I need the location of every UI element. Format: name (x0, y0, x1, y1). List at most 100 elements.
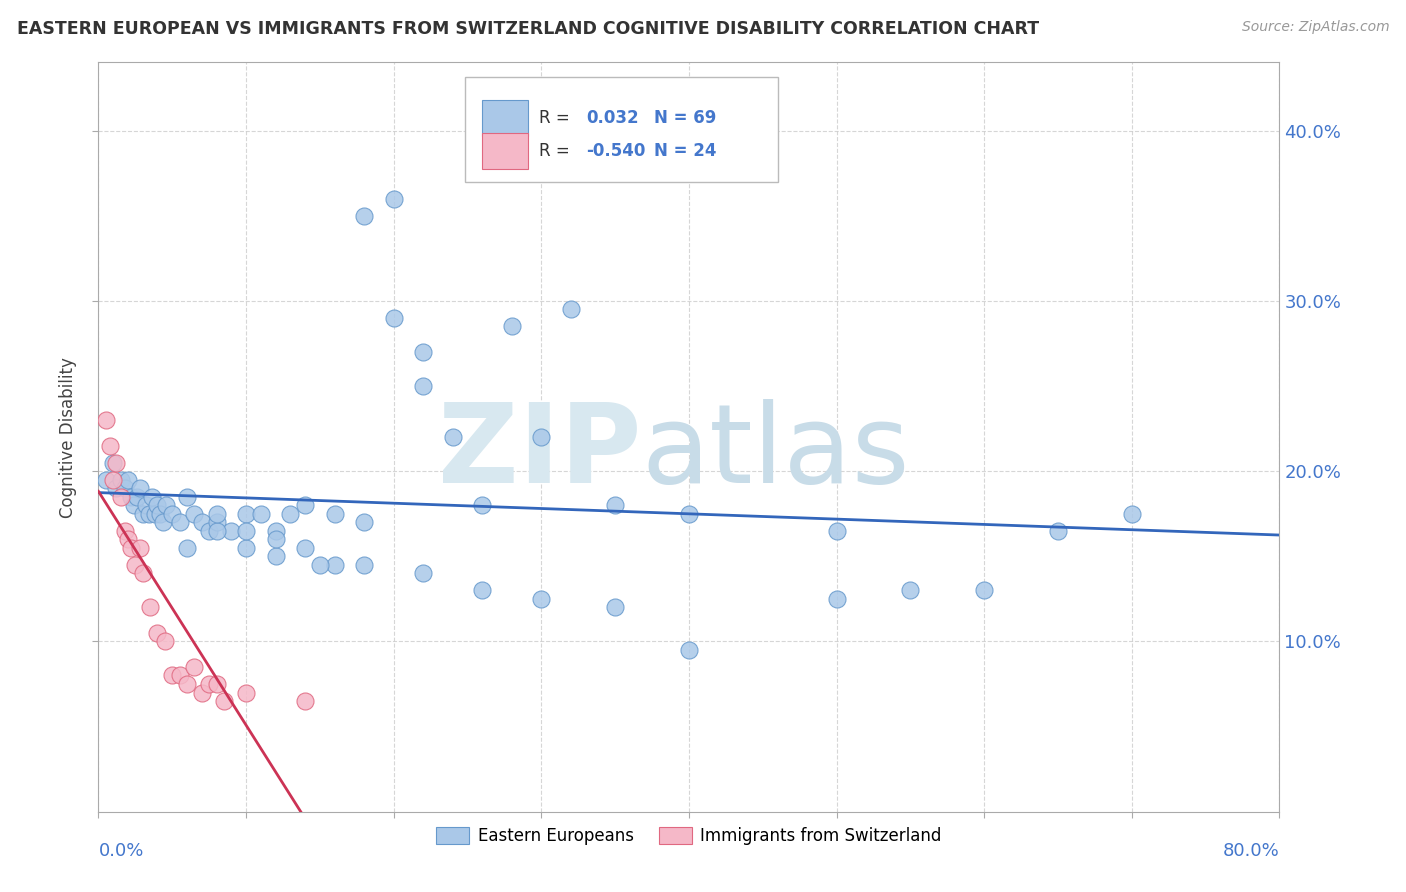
Point (125, 490, 148, 504)
Point (152, 515, 174, 529)
Point (678, 643, 700, 657)
Point (825, 591, 848, 606)
Point (1046, 524, 1070, 538)
Point (280, 507, 302, 521)
Point (198, 677, 221, 691)
Point (501, 319, 523, 334)
Text: ZIP: ZIP (439, 399, 641, 506)
Point (212, 694, 235, 708)
Point (110, 490, 132, 504)
Point (122, 498, 145, 512)
Text: N = 24: N = 24 (654, 143, 716, 161)
Point (155, 498, 177, 512)
Point (382, 192, 405, 206)
Point (176, 541, 198, 555)
Point (1121, 507, 1143, 521)
Point (146, 498, 169, 512)
Point (825, 524, 848, 538)
Point (103, 456, 125, 470)
Point (264, 549, 287, 564)
Point (323, 507, 346, 521)
Point (183, 660, 205, 674)
Point (191, 515, 214, 529)
Point (441, 430, 464, 444)
Point (353, 209, 375, 223)
Point (105, 481, 128, 495)
Point (530, 591, 553, 606)
Point (471, 498, 494, 512)
Point (221, 524, 243, 538)
Point (103, 473, 125, 487)
Point (412, 566, 434, 581)
Point (176, 490, 198, 504)
Point (153, 634, 176, 648)
Point (412, 379, 434, 393)
Point (114, 524, 136, 538)
Point (264, 524, 287, 538)
Point (250, 507, 273, 521)
Point (128, 481, 150, 495)
Point (471, 583, 494, 598)
Point (143, 507, 166, 521)
Point (198, 524, 221, 538)
Point (162, 507, 183, 521)
Point (191, 685, 214, 699)
Text: EASTERN EUROPEAN VS IMMIGRANTS FROM SWITZERLAND COGNITIVE DISABILITY CORRELATION: EASTERN EUROPEAN VS IMMIGRANTS FROM SWIT… (17, 20, 1039, 37)
Point (205, 515, 228, 529)
Point (105, 456, 128, 470)
Point (120, 541, 142, 555)
FancyBboxPatch shape (482, 100, 529, 136)
Point (128, 541, 150, 555)
Point (98, 439, 121, 453)
Point (117, 533, 139, 547)
Point (169, 515, 191, 529)
Point (114, 481, 136, 495)
Point (678, 507, 700, 521)
Point (973, 583, 995, 598)
Text: 0.032: 0.032 (586, 109, 638, 128)
FancyBboxPatch shape (464, 78, 778, 182)
Point (264, 533, 287, 547)
Legend: Eastern Europeans, Immigrants from Switzerland: Eastern Europeans, Immigrants from Switz… (429, 821, 949, 852)
Point (560, 302, 582, 317)
Point (235, 507, 257, 521)
Point (139, 600, 162, 615)
Point (323, 558, 346, 572)
Point (412, 345, 434, 359)
Text: atlas: atlas (641, 399, 910, 506)
Point (605, 498, 627, 512)
Point (530, 430, 553, 444)
Point (605, 600, 627, 615)
Point (235, 541, 257, 555)
Point (294, 498, 316, 512)
Point (138, 507, 160, 521)
Point (141, 490, 163, 504)
Point (309, 558, 332, 572)
Point (353, 558, 375, 572)
Text: R =: R = (538, 143, 575, 161)
Point (294, 694, 316, 708)
Text: 80.0%: 80.0% (1223, 842, 1279, 860)
Point (235, 524, 257, 538)
Point (235, 685, 257, 699)
FancyBboxPatch shape (482, 133, 529, 169)
Point (146, 626, 169, 640)
Point (132, 507, 155, 521)
Point (169, 668, 191, 682)
Point (132, 566, 155, 581)
Point (120, 490, 142, 504)
Point (183, 507, 205, 521)
Text: N = 69: N = 69 (654, 109, 716, 128)
Point (205, 677, 228, 691)
Point (135, 498, 157, 512)
Point (205, 524, 228, 538)
Point (294, 541, 316, 555)
Text: 0.0%: 0.0% (98, 842, 143, 860)
Text: -0.540: -0.540 (586, 143, 645, 161)
Point (94, 413, 117, 427)
Point (205, 507, 228, 521)
Point (382, 310, 405, 325)
Point (149, 507, 172, 521)
Text: Source: ZipAtlas.com: Source: ZipAtlas.com (1241, 20, 1389, 34)
Point (162, 668, 183, 682)
